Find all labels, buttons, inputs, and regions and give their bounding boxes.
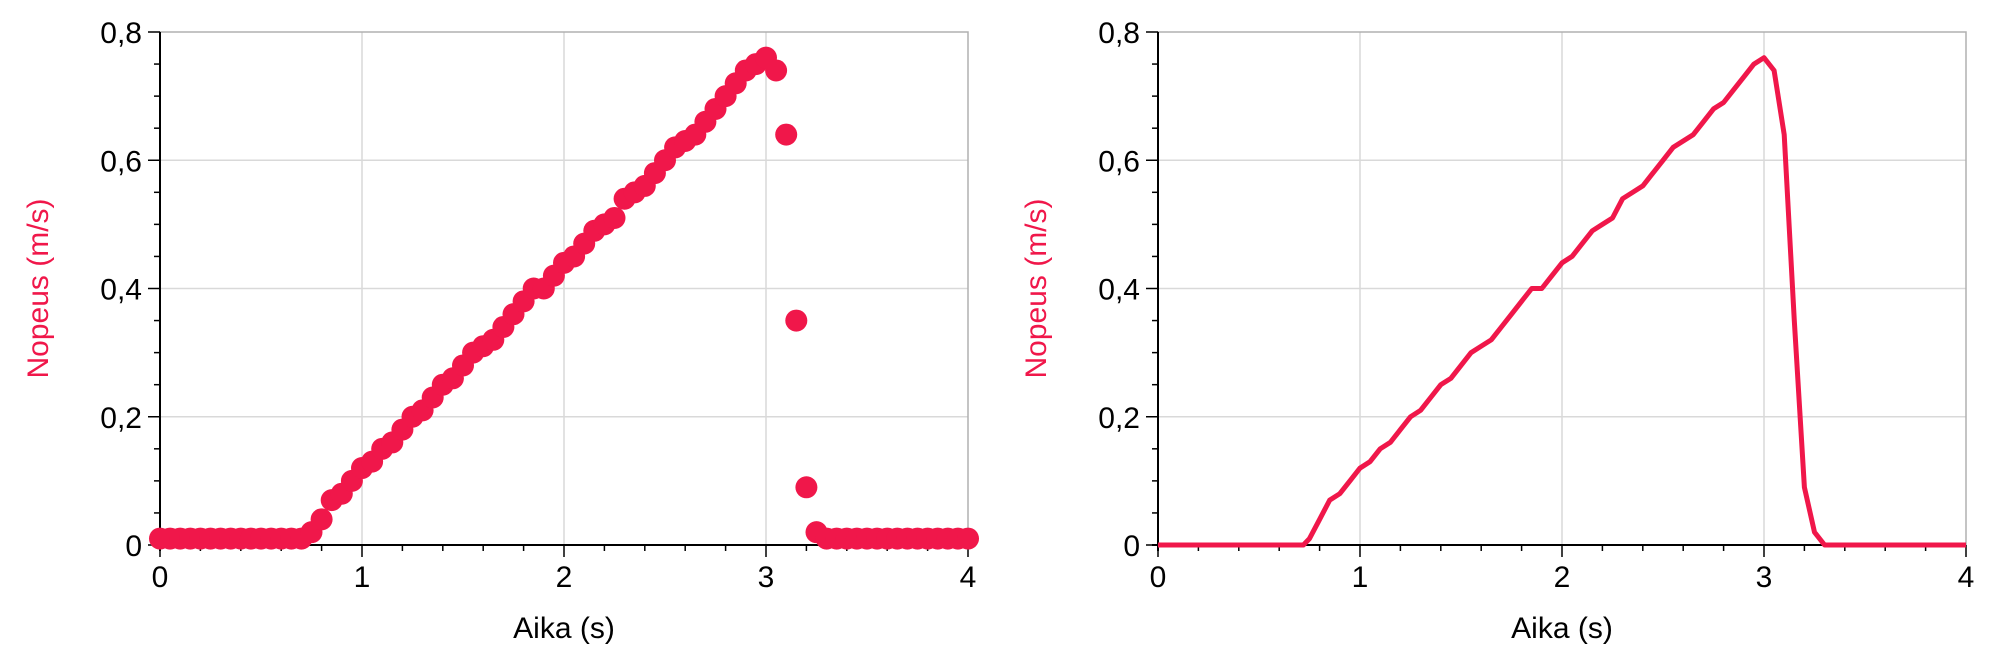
y-tick-label: 0 [125, 530, 142, 563]
y-tick-label: 0,8 [100, 17, 142, 50]
x-axis-title: Aika (s) [513, 612, 615, 645]
data-point [603, 206, 626, 229]
data-point [957, 527, 979, 550]
x-tick-label: 1 [354, 561, 371, 594]
data-point [765, 59, 788, 82]
y-tick-label: 0,8 [1098, 17, 1140, 50]
y-tick-label: 0,4 [1098, 274, 1140, 307]
series-line [1158, 55, 1966, 548]
y-tick-label: 0 [1123, 530, 1140, 563]
data-point [785, 309, 808, 332]
data-point [310, 508, 333, 531]
x-tick-label: 3 [758, 561, 775, 594]
chart-left: 0 1 2 3 4 0 0,2 0,4 0,6 0,8 Aika (s) Nopeus (m/s) [22, 17, 979, 645]
x-axis-title: Aika (s) [1511, 612, 1613, 645]
chart-right: 0 1 2 3 4 0 0,2 0,4 0,6 0,8 Aika (s) Nopeus (m/s) [1020, 17, 1974, 645]
y-tick-label: 0,6 [100, 145, 142, 178]
data-point [775, 123, 798, 146]
y-tick-label: 0,4 [100, 274, 142, 307]
x-tick-label: 3 [1756, 561, 1773, 594]
x-tick-label: 4 [1958, 561, 1975, 594]
y-axis-title: Nopeus (m/s) [22, 198, 55, 378]
y-tick-label: 0,2 [100, 402, 142, 435]
y-tick-label: 0,6 [1098, 145, 1140, 178]
y-tick-label: 0,2 [1098, 402, 1140, 435]
x-tick-label: 0 [152, 561, 169, 594]
x-tick-label: 4 [960, 561, 977, 594]
x-tick-label: 2 [556, 561, 573, 594]
x-tick-label: 1 [1352, 561, 1369, 594]
x-tick-label: 2 [1554, 561, 1571, 594]
data-point [795, 476, 818, 499]
x-tick-label: 0 [1150, 561, 1167, 594]
y-axis-title: Nopeus (m/s) [1020, 198, 1053, 378]
